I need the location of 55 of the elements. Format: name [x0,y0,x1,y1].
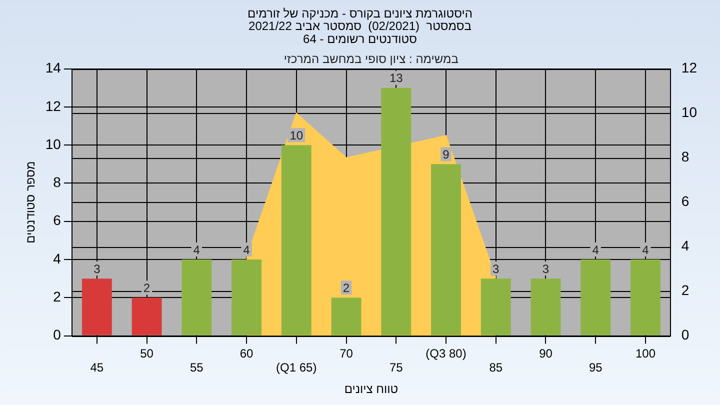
y2-tick-label: 8 [681,148,690,165]
x-tick-label: 90 [539,346,553,360]
bar [580,260,611,336]
y2-tick-label: 10 [681,104,698,120]
y2-tick-label: 0 [681,326,690,343]
bar [630,260,660,336]
bar [232,260,262,336]
y-tick-label: 6 [53,212,62,228]
x-tick-label: 50 [140,346,154,360]
x-tick-label: 95 [588,360,603,375]
x-tick-label: 55 [190,360,204,375]
data-label: 2 [143,280,150,295]
y-tick-label: 8 [53,174,62,190]
bar [431,164,461,336]
bar [381,88,412,336]
y-tick-label: 0 [53,326,62,343]
y-tick-label: 14 [45,60,62,76]
bar [281,145,312,336]
x-tick-label: 100 [635,346,656,360]
bar [331,298,362,336]
chart-title: היסטוגרמת ציונים בקורס - מכניקה של זורמים בסמסטר (02/2021) סמסטר אביב 2021/22 סטודנטים רשומים - 64 [248,6,472,46]
y-tick-label: 2 [53,288,62,305]
y-axis-title: מספר סטודנטים [24,161,38,244]
bar [132,298,162,336]
data-label: 3 [542,262,550,276]
y-tick-label: 12 [45,98,62,114]
data-label: 3 [492,262,500,276]
data-label: 10 [290,128,304,142]
y-tick-label: 10 [45,136,62,152]
data-label: 9 [442,147,450,162]
y2-tick-label: 4 [681,238,690,254]
bar [480,278,511,336]
x-tick-label: 70 [340,346,354,360]
data-label: 2 [342,280,350,295]
y2-tick-label: 12 [681,60,698,76]
x-tick-label: (Q3 80) [426,346,466,360]
data-label: 4 [193,242,200,257]
x-tick-label: 75 [389,360,404,375]
y2-tick-label: 6 [681,193,690,210]
data-label: 4 [592,242,600,257]
bar [530,278,561,336]
bar [82,278,112,336]
x-tick-label: 45 [90,360,104,375]
x-tick-label: (Q1 65) [276,360,317,375]
x-axis-title: טווח ציונים [344,382,398,396]
y2-tick-label: 2 [681,282,690,298]
x-tick-label: 85 [489,360,503,375]
bar [182,260,212,336]
x-tick-label: 60 [240,346,254,360]
data-label: 4 [642,242,650,257]
y-tick-label: 4 [53,250,62,266]
data-label: 3 [94,262,101,276]
data-label: 4 [243,242,250,257]
data-label: 13 [389,71,404,86]
text: במשימה : ציון סופי במחשב המרכזי [284,52,458,66]
